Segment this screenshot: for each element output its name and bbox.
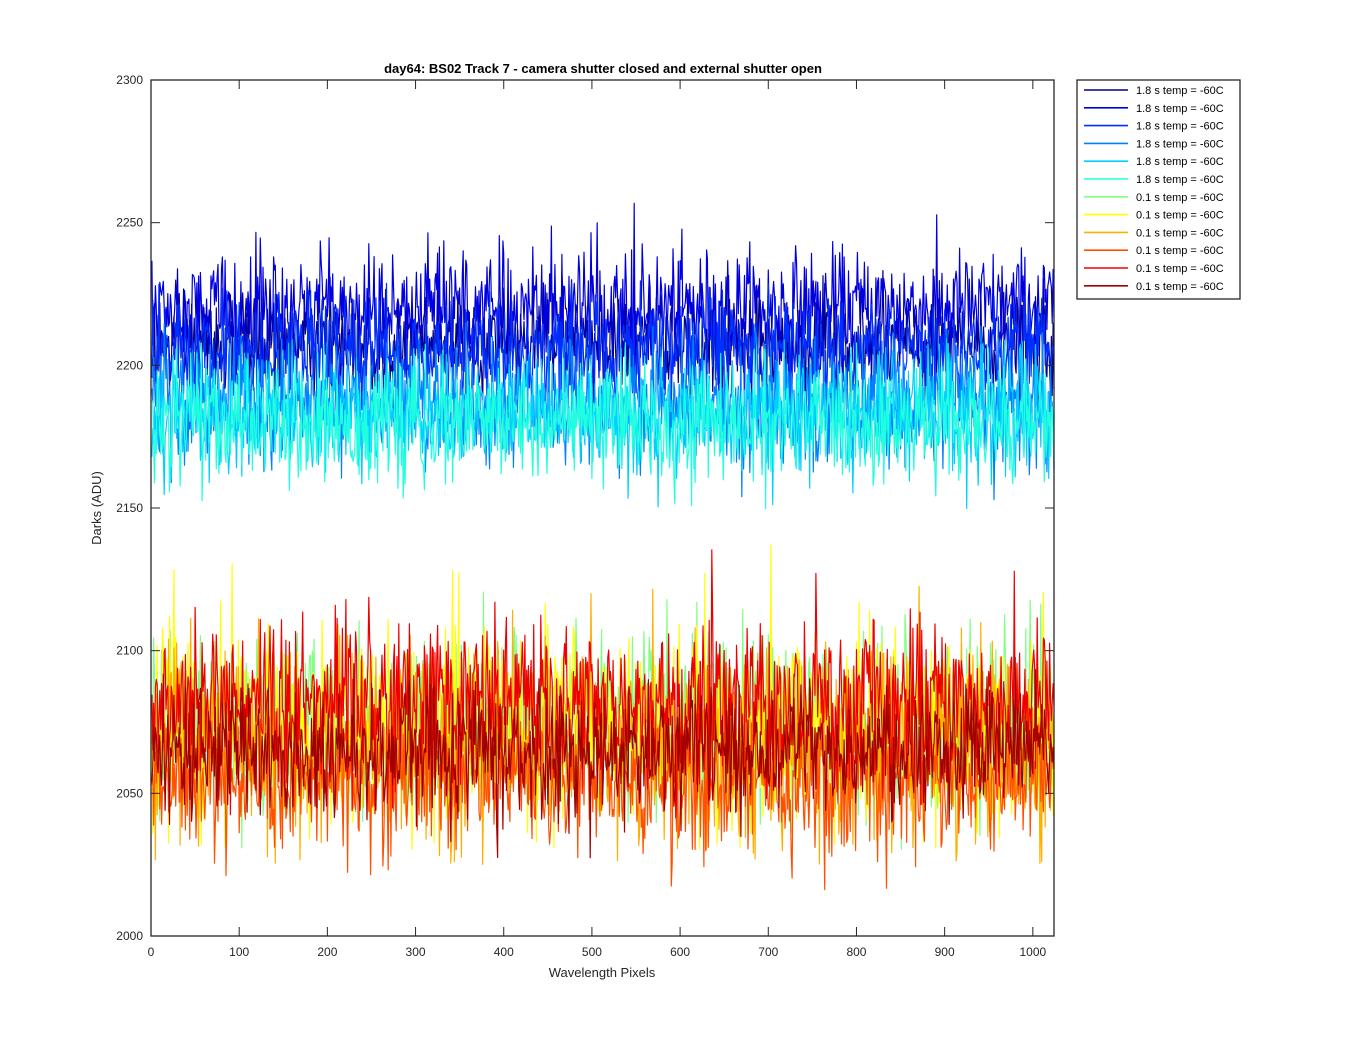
y-axis-ticks: 2000 2050 2100 2150 2200 2250 2300 (116, 73, 1054, 943)
series-lines (151, 202, 1055, 891)
x-tick-label: 400 (494, 945, 514, 959)
x-tick-label: 300 (406, 945, 426, 959)
x-tick-label: 900 (935, 945, 955, 959)
series-line (151, 656, 1055, 859)
x-tick-label: 1000 (1019, 945, 1046, 959)
legend-items: 1.8 s temp = -60C 1.8 s temp = -60C 1.8 s … (1084, 85, 1224, 293)
x-axis-label: Wavelength Pixels (549, 965, 656, 980)
y-tick-label: 2050 (116, 786, 143, 800)
legend-label: 1.8 s temp = -60C (1136, 156, 1224, 168)
y-tick-label: 2200 (116, 358, 143, 372)
y-tick-label: 2150 (116, 501, 143, 515)
legend-label: 1.8 s temp = -60C (1136, 121, 1224, 133)
y-tick-label: 2000 (116, 929, 143, 943)
plot-area: 0 100 200 300 400 500 600 700 800 900 1000 2000 205… (116, 73, 1055, 959)
y-axis-label: Darks (ADU) (89, 471, 104, 545)
y-tick-label: 2250 (116, 216, 143, 230)
legend: 1.8 s temp = -60C 1.8 s temp = -60C 1.8 s … (1076, 79, 1241, 300)
legend-box (1076, 79, 1241, 300)
legend-label: 0.1 s temp = -60C (1136, 227, 1224, 239)
chart-title: day64: BS02 Track 7 - camera shutter clo… (384, 61, 822, 76)
x-axis-ticks: 0 100 200 300 400 500 600 700 800 900 1000 (148, 80, 1047, 959)
y-tick-label: 2300 (116, 73, 143, 87)
legend-label: 0.1 s temp = -60C (1136, 210, 1224, 222)
y-tick-label: 2100 (116, 644, 143, 658)
legend-label: 1.8 s temp = -60C (1136, 138, 1224, 150)
legend-label: 0.1 s temp = -60C (1136, 245, 1224, 257)
legend-label: 0.1 s temp = -60C (1136, 192, 1224, 204)
x-tick-label: 500 (582, 945, 602, 959)
legend-label: 0.1 s temp = -60C (1136, 263, 1224, 275)
series-line (151, 322, 1055, 501)
series-line (151, 338, 1055, 509)
x-tick-label: 600 (670, 945, 690, 959)
x-tick-label: 100 (229, 945, 249, 959)
series-line (151, 549, 1055, 821)
legend-label: 1.8 s temp = -60C (1136, 174, 1224, 186)
x-tick-label: 800 (846, 945, 866, 959)
x-tick-label: 700 (758, 945, 778, 959)
x-tick-label: 200 (317, 945, 337, 959)
series-line (151, 342, 1055, 510)
legend-label: 1.8 s temp = -60C (1136, 85, 1224, 97)
legend-label: 1.8 s temp = -60C (1136, 103, 1224, 115)
legend-label: 0.1 s temp = -60C (1136, 281, 1224, 293)
x-tick-label: 0 (148, 945, 155, 959)
